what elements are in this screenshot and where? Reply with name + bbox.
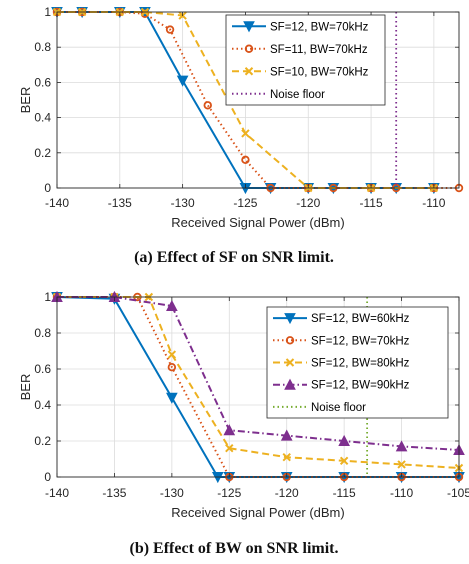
- caption-a: (a) Effect of SF on SNR limit.: [134, 249, 334, 266]
- x-tick-label: -125: [233, 196, 257, 210]
- caption-b: (b) Effect of BW on SNR limit.: [129, 540, 338, 557]
- x-tick-label: -135: [108, 196, 132, 210]
- x-tick-label: -130: [171, 196, 195, 210]
- data-point: [241, 129, 250, 138]
- y-tick-label: 0: [44, 470, 51, 484]
- data-point: [225, 443, 234, 453]
- legend-marker: [284, 378, 296, 390]
- data-point: [176, 75, 189, 87]
- y-tick-label: 0.8: [34, 40, 51, 54]
- data-point: [203, 101, 212, 110]
- legend-entry: SF=10, BW=70kHz: [270, 66, 369, 78]
- legend-marker: [284, 313, 296, 325]
- chart-b: -140 -135 -130 -125 -120 -115 -110 -105 0 0.2 0.4 0…: [18, 290, 469, 520]
- legend-entry: SF=12, BW=70kHz: [270, 21, 369, 33]
- axes-box: [56, 296, 460, 478]
- legend-marker: [244, 44, 254, 53]
- series-line: [57, 296, 460, 451]
- data-point: [241, 155, 250, 165]
- data-point: [395, 440, 408, 452]
- y-tick-label: 0.6: [34, 362, 51, 376]
- y-tick-label: 1: [44, 5, 51, 19]
- x-tick-label: -115: [359, 196, 382, 210]
- x-axis-label: Received Signal Power (dBm): [171, 215, 344, 230]
- legend: SF=12, BW=70kHz SF=11, BW=70kHz SF=10, BW=…: [225, 14, 386, 106]
- y-tick-label: 0.2: [34, 434, 51, 448]
- legend-entry: Noise floor: [311, 402, 366, 414]
- y-tick-label: 0.4: [34, 398, 51, 412]
- x-tick-label: -125: [217, 486, 241, 500]
- legend-entry: Noise floor: [270, 89, 325, 101]
- x-tick-label: -110: [390, 486, 413, 500]
- x-tick-label: -130: [160, 486, 184, 500]
- x-tick-label: -120: [275, 486, 299, 500]
- chart-a: -140 -135 -130 -125 -120 -115 -110 0 0.2 0.4 0.6 0.…: [18, 5, 464, 230]
- x-tick-label: -140: [45, 486, 69, 500]
- y-tick-label: 0.8: [34, 326, 51, 340]
- x-tick-label: -120: [296, 196, 320, 210]
- legend-marker: [244, 67, 254, 76]
- y-axis-label: BER: [18, 87, 33, 114]
- legend-box: [225, 14, 386, 106]
- legend-entry: SF=12, BW=90kHz: [311, 380, 410, 392]
- data-point: [280, 429, 293, 441]
- x-tick-label: -140: [45, 196, 69, 210]
- y-tick-label: 0.2: [34, 146, 51, 160]
- data-point: [223, 424, 236, 436]
- x-axis-label: Received Signal Power (dBm): [171, 505, 344, 520]
- x-tick-label: -105: [447, 486, 469, 500]
- legend-entry: SF=11, BW=70kHz: [270, 44, 368, 56]
- legend-entry: SF=12, BW=60kHz: [311, 313, 410, 325]
- legend-marker: [285, 358, 295, 367]
- x-tick-label: -110: [422, 196, 445, 210]
- data-point: [166, 392, 178, 404]
- data-point: [339, 456, 349, 466]
- y-tick-label: 0: [44, 181, 51, 195]
- axes-box: [56, 11, 460, 189]
- y-tick-label: 0.6: [34, 75, 51, 89]
- y-tick-label: 1: [44, 290, 51, 304]
- data-point: [282, 452, 291, 462]
- data-point: [166, 299, 178, 311]
- legend-entry: SF=12, BW=80kHz: [311, 358, 410, 370]
- x-tick-label: -115: [333, 486, 356, 500]
- data-point: [338, 434, 350, 446]
- y-axis-label: BER: [18, 374, 33, 401]
- legend-marker: [285, 336, 295, 345]
- data-point: [165, 25, 175, 34]
- legend-marker: [243, 21, 255, 33]
- data-point: [397, 460, 406, 469]
- y-tick-label: 0.4: [34, 111, 51, 125]
- data-point: [167, 363, 177, 372]
- data-point: [140, 9, 150, 18]
- x-tick-label: -135: [102, 486, 126, 500]
- legend: SF=12, BW=60kHz SF=12, BW=70kHz SF=12, BW=…: [266, 306, 449, 419]
- data-point: [167, 350, 177, 359]
- legend-entry: SF=12, BW=70kHz: [311, 335, 410, 347]
